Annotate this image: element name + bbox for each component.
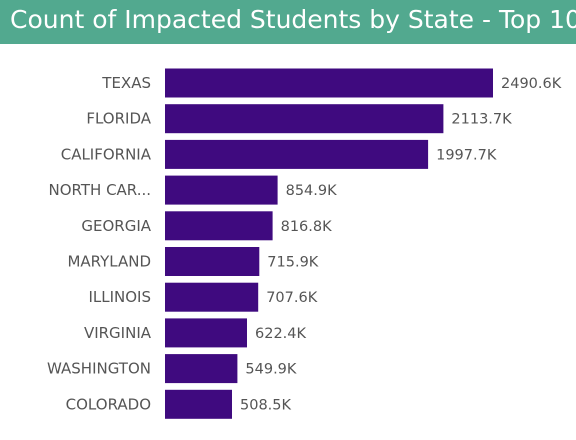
value-label: 549.9K	[245, 362, 297, 378]
bar-chart: TEXAS 2490.6K FLORIDA 2113.7K CALIFORNIA 1997…	[47, 68, 562, 419]
category-label: COLORADO	[66, 395, 151, 413]
category-label: FLORIDA	[86, 110, 151, 128]
bar-california[interactable]	[165, 139, 429, 169]
value-label: 715.9K	[267, 255, 319, 271]
value-label: 816.8K	[281, 219, 333, 235]
bar-florida[interactable]	[165, 104, 444, 134]
category-label: VIRGINIA	[84, 324, 152, 342]
value-label: 854.9K	[286, 183, 338, 199]
bar-illinois[interactable]	[165, 282, 259, 312]
category-label: CALIFORNIA	[61, 145, 152, 163]
category-label: MARYLAND	[67, 253, 151, 271]
bar-washington[interactable]	[165, 354, 238, 384]
bar-georgia[interactable]	[165, 211, 273, 241]
category-label: TEXAS	[101, 74, 151, 92]
category-label: NORTH CAR...	[49, 181, 152, 199]
category-label: WASHINGTON	[47, 360, 151, 378]
bar-north-car[interactable]	[165, 175, 278, 205]
value-label: 508.5K	[240, 397, 292, 413]
bar-virginia[interactable]	[165, 318, 247, 348]
value-label: 707.6K	[266, 290, 318, 306]
bar-colorado[interactable]	[165, 389, 232, 419]
category-label: ILLINOIS	[88, 288, 151, 306]
chart-title-bar: Count of Impacted Students by State - To…	[0, 0, 576, 44]
value-label: 2490.6K	[501, 76, 562, 92]
bar-texas[interactable]	[165, 68, 493, 98]
value-label: 1997.7K	[436, 147, 497, 163]
chart-title: Count of Impacted Students by State - To…	[10, 5, 576, 34]
bar-maryland[interactable]	[165, 247, 260, 276]
value-label: 2113.7K	[451, 112, 512, 128]
value-label: 622.4K	[255, 326, 307, 342]
category-label: GEORGIA	[81, 217, 151, 235]
